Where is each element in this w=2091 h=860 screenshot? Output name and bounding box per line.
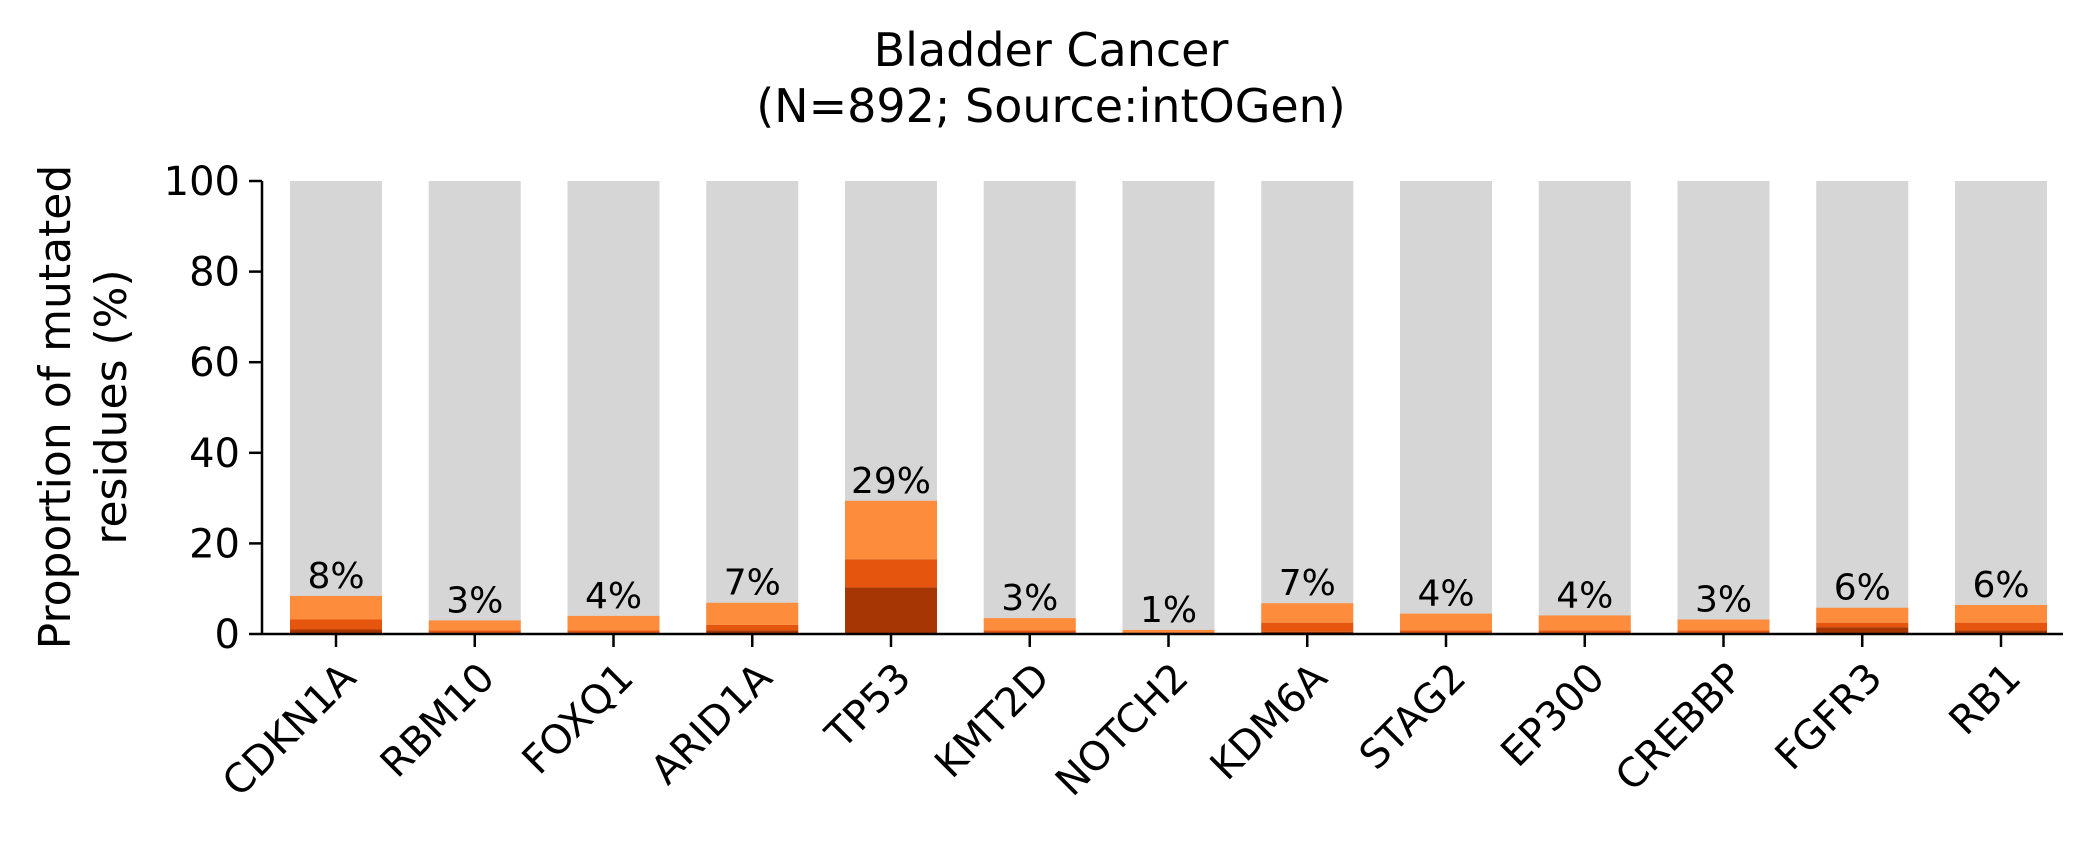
y-tick-label-100: 100 bbox=[164, 159, 240, 205]
bar-segment-2-arid1a bbox=[706, 624, 799, 631]
x-tick-label-cdkn1a: CDKN1A bbox=[214, 654, 366, 806]
data-label-kmt2d: 3% bbox=[1001, 578, 1058, 619]
data-label-notch2: 1% bbox=[1140, 590, 1197, 631]
background-bar-kdm6a bbox=[1261, 181, 1354, 634]
x-tick-label-foxq1: FOXQ1 bbox=[514, 655, 643, 784]
bar-segment-1-fgfr3 bbox=[1816, 627, 1909, 634]
bar-segment-1-arid1a bbox=[706, 630, 799, 634]
background-bar-kmt2d bbox=[983, 181, 1076, 634]
plot-area: 8% 3% 4% 7% 29% 3% 1% 7% 4% 4% 3% 6% 6% bbox=[290, 181, 2047, 634]
x-tick-label-rb1: RB1 bbox=[1940, 655, 2030, 745]
bar-segment-3-notch2 bbox=[1122, 629, 1215, 633]
data-label-stag2: 4% bbox=[1417, 574, 1474, 615]
y-axis-label-line-2: residues (%) bbox=[86, 269, 137, 544]
bar-segment-2-crebbp bbox=[1677, 630, 1770, 633]
y-tick-label-80: 80 bbox=[189, 250, 240, 296]
background-bar-stag2 bbox=[1400, 181, 1492, 634]
y-axis: 0 20 40 60 80 100 bbox=[164, 159, 264, 658]
background-bar-cdkn1a bbox=[290, 181, 382, 634]
bar-segment-3-arid1a bbox=[706, 602, 799, 625]
bar-segment-3-stag2 bbox=[1400, 613, 1492, 631]
y-tick-label-60: 60 bbox=[189, 340, 240, 386]
data-label-rbm10: 3% bbox=[446, 580, 503, 621]
x-tick-label-ep300: EP300 bbox=[1492, 655, 1613, 776]
y-tick-label-40: 40 bbox=[189, 431, 240, 477]
x-tick-label-stag2: STAG2 bbox=[1351, 655, 1475, 779]
y-axis-label: Proportion of mutated residues (%) bbox=[30, 165, 137, 650]
data-label-crebbp: 3% bbox=[1695, 580, 1752, 621]
data-label-arid1a: 7% bbox=[724, 563, 781, 604]
bar-segment-2-stag2 bbox=[1400, 630, 1492, 633]
bar-segment-1-rb1 bbox=[1955, 630, 2047, 634]
bar-segment-3-fgfr3 bbox=[1816, 607, 1909, 623]
bar-segment-2-fgfr3 bbox=[1816, 622, 1909, 628]
x-tick-label-kdm6a: KDM6A bbox=[1202, 654, 1337, 789]
bar-segment-3-ep300 bbox=[1538, 615, 1631, 631]
background-bar-rb1 bbox=[1955, 181, 2047, 634]
background-bar-arid1a bbox=[706, 181, 799, 634]
chart-title: Bladder Cancer bbox=[874, 23, 1229, 77]
background-bar-foxq1 bbox=[567, 181, 660, 634]
background-bar-rbm10 bbox=[428, 181, 521, 634]
bar-segment-2-rb1 bbox=[1955, 622, 2047, 631]
bar-segment-3-foxq1 bbox=[567, 615, 660, 631]
bar-segment-1-tp53 bbox=[845, 587, 937, 634]
bar-segment-2-tp53 bbox=[845, 559, 937, 588]
data-label-fgfr3: 6% bbox=[1834, 568, 1891, 609]
bar-segment-2-kmt2d bbox=[983, 630, 1076, 633]
x-tick-label-notch2: NOTCH2 bbox=[1047, 655, 1198, 806]
x-tick-label-rbm10: RBM10 bbox=[372, 655, 504, 787]
bar-segment-2-kdm6a bbox=[1261, 622, 1354, 632]
background-bar-crebbp bbox=[1677, 181, 1770, 634]
bar-segment-3-tp53 bbox=[845, 500, 937, 560]
y-tick-label-0: 0 bbox=[215, 612, 240, 658]
data-label-foxq1: 4% bbox=[585, 576, 642, 617]
bar-segment-2-ep300 bbox=[1538, 630, 1631, 633]
bar-segment-3-crebbp bbox=[1677, 619, 1770, 631]
bar-segment-3-kdm6a bbox=[1261, 603, 1354, 623]
x-tick-label-arid1a: ARID1A bbox=[642, 654, 781, 793]
bar-segment-3-kmt2d bbox=[983, 618, 1076, 631]
bar-segment-1-cdkn1a bbox=[290, 629, 382, 634]
data-label-rb1: 6% bbox=[1972, 565, 2029, 606]
background-bar-fgfr3 bbox=[1816, 181, 1909, 634]
y-tick-label-20: 20 bbox=[189, 521, 240, 567]
bar-segment-3-rbm10 bbox=[428, 620, 521, 631]
background-bar-notch2 bbox=[1122, 181, 1215, 634]
x-tick-label-fgfr3: FGFR3 bbox=[1767, 655, 1892, 780]
x-tick-label-crebbp: CREBBP bbox=[1607, 655, 1753, 801]
data-label-ep300: 4% bbox=[1556, 575, 1613, 616]
bar-segment-3-rb1 bbox=[1955, 605, 2047, 623]
x-tick-label-tp53: TP53 bbox=[817, 655, 921, 759]
y-axis-label-line-1: Proportion of mutated bbox=[30, 165, 81, 650]
chart-subtitle: (N=892; Source:intOGen) bbox=[756, 79, 1346, 133]
background-bar-ep300 bbox=[1538, 181, 1631, 634]
bar-segment-2-cdkn1a bbox=[290, 619, 382, 630]
data-label-tp53: 29% bbox=[851, 461, 931, 502]
x-tick-label-kmt2d: KMT2D bbox=[926, 655, 1059, 788]
data-label-kdm6a: 7% bbox=[1279, 563, 1336, 604]
bar-segment-3-cdkn1a bbox=[290, 595, 382, 620]
bar-segment-2-foxq1 bbox=[567, 630, 660, 633]
bar-segment-2-rbm10 bbox=[428, 630, 521, 633]
data-label-cdkn1a: 8% bbox=[307, 556, 364, 597]
